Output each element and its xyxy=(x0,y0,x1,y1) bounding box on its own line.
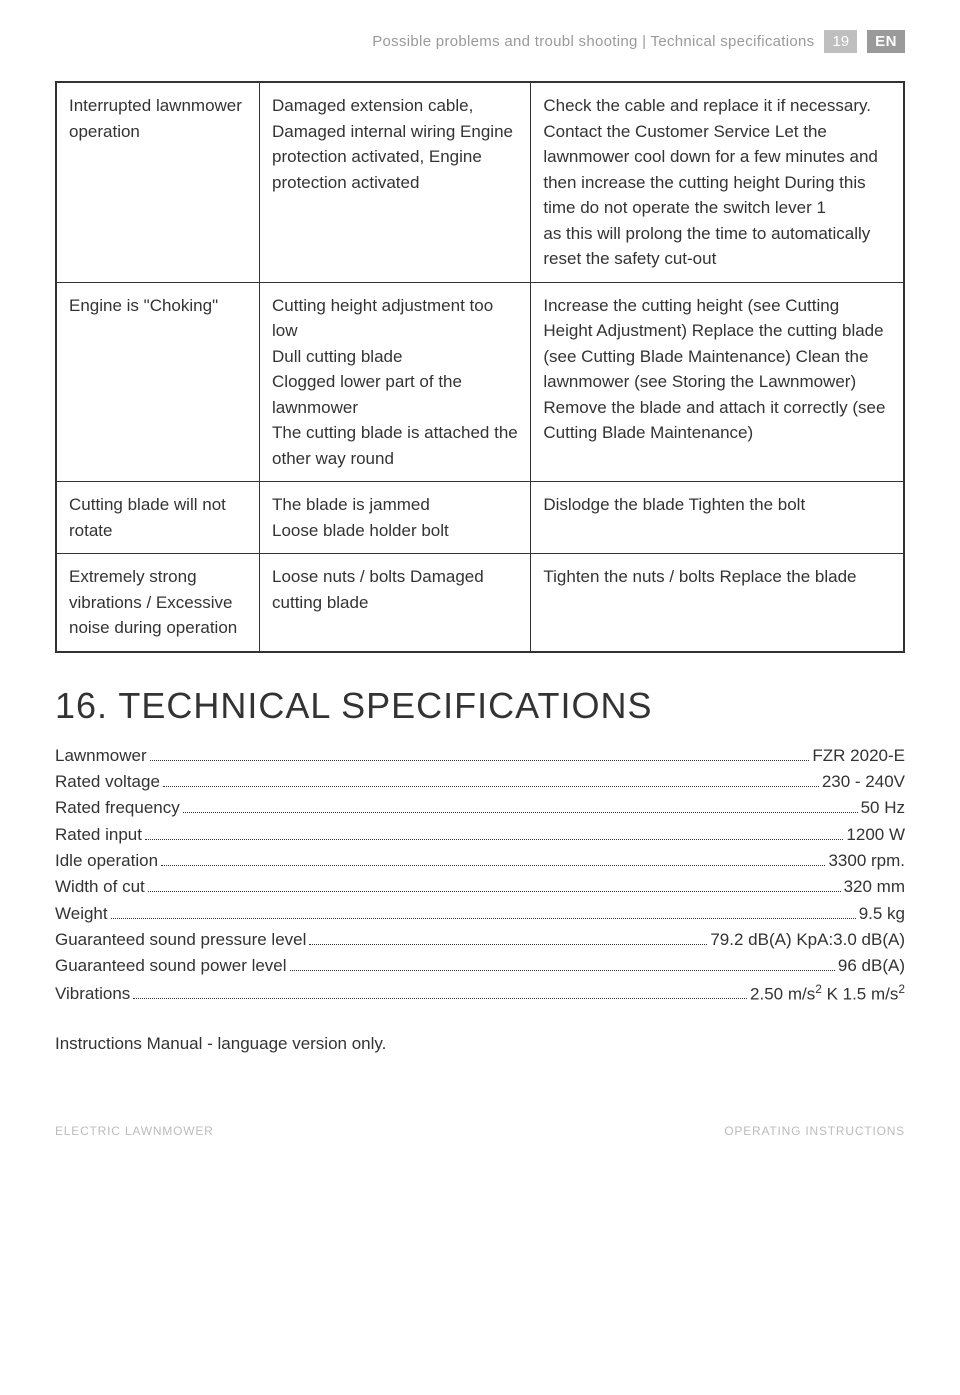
spec-row: Width of cut 320 mm xyxy=(55,874,905,900)
footer-right: OPERATING INSTRUCTIONS xyxy=(724,1124,905,1138)
spec-label: Weight xyxy=(55,901,108,927)
spec-value: 230 - 240V xyxy=(822,769,905,795)
spec-dots xyxy=(148,891,841,892)
spec-row: Guaranteed sound power level 96 dB(A) xyxy=(55,953,905,979)
spec-dots xyxy=(150,760,810,761)
spec-row: Rated frequency 50 Hz xyxy=(55,795,905,821)
spec-label: Width of cut xyxy=(55,874,145,900)
page-footer: ELECTRIC LAWNMOWER OPERATING INSTRUCTION… xyxy=(55,1124,905,1138)
spec-value: 79.2 dB(A) KpA:3.0 dB(A) xyxy=(710,927,905,953)
spec-label: Lawnmower xyxy=(55,743,147,769)
spec-value: 320 mm xyxy=(844,874,905,900)
spec-row: Rated input 1200 W xyxy=(55,822,905,848)
table-cell: Dislodge the blade Tighten the bolt xyxy=(531,482,904,554)
table-cell: Extremely strong vibrations / Excessive … xyxy=(56,554,260,652)
table-cell: Engine is "Choking" xyxy=(56,282,260,482)
page-number: 19 xyxy=(824,30,857,53)
spec-label: Rated voltage xyxy=(55,769,160,795)
table-cell: Damaged extension cable, Damaged interna… xyxy=(260,82,531,282)
table-cell: Check the cable and replace it if necess… xyxy=(531,82,904,282)
troubleshooting-table: Interrupted lawnmower operationDamaged e… xyxy=(55,81,905,653)
table-row: Extremely strong vibrations / Excessive … xyxy=(56,554,904,652)
manual-note: Instructions Manual - language version o… xyxy=(55,1034,905,1054)
spec-label: Guaranteed sound pressure level xyxy=(55,927,306,953)
table-cell: Interrupted lawnmower operation xyxy=(56,82,260,282)
table-cell: The blade is jammed Loose blade holder b… xyxy=(260,482,531,554)
spec-label: Rated frequency xyxy=(55,795,180,821)
spec-value: 2.50 m/s2 K 1.5 m/s2 xyxy=(750,980,905,1008)
footer-left: ELECTRIC LAWNMOWER xyxy=(55,1124,214,1138)
breadcrumb: Possible problems and troubl shooting | … xyxy=(372,33,814,50)
spec-label: Idle operation xyxy=(55,848,158,874)
specs-heading: 16. TECHNICAL SPECIFICATIONS xyxy=(55,685,905,727)
spec-row: Lawnmower FZR 2020-E xyxy=(55,743,905,769)
spec-dots xyxy=(163,786,819,787)
page-header: Possible problems and troubl shooting | … xyxy=(55,30,905,53)
table-cell: Loose nuts / bolts Damaged cutting blade xyxy=(260,554,531,652)
table-cell: Increase the cutting height (see Cutting… xyxy=(531,282,904,482)
spec-dots xyxy=(161,865,825,866)
spec-value: FZR 2020-E xyxy=(812,743,905,769)
table-row: Cutting blade will not rotateThe blade i… xyxy=(56,482,904,554)
spec-row: Guaranteed sound pressure level 79.2 dB(A… xyxy=(55,927,905,953)
spec-dots xyxy=(309,944,707,945)
table-cell: Tighten the nuts / bolts Replace the bla… xyxy=(531,554,904,652)
spec-row: Idle operation 3300 rpm. xyxy=(55,848,905,874)
language-badge: EN xyxy=(867,30,905,53)
table-cell: Cutting blade will not rotate xyxy=(56,482,260,554)
spec-dots xyxy=(290,970,835,971)
spec-label: Rated input xyxy=(55,822,142,848)
spec-dots xyxy=(111,918,856,919)
spec-label: Guaranteed sound power level xyxy=(55,953,287,979)
spec-value: 50 Hz xyxy=(861,795,905,821)
spec-row: Vibrations 2.50 m/s2 K 1.5 m/s2 xyxy=(55,980,905,1008)
spec-value: 1200 W xyxy=(846,822,905,848)
spec-row: Rated voltage 230 - 240V xyxy=(55,769,905,795)
spec-dots xyxy=(133,998,747,999)
spec-value: 96 dB(A) xyxy=(838,953,905,979)
spec-dots xyxy=(145,839,843,840)
spec-value: 3300 rpm. xyxy=(828,848,905,874)
spec-label: Vibrations xyxy=(55,981,130,1007)
spec-row: Weight 9.5 kg xyxy=(55,901,905,927)
table-row: Engine is "Choking"Cutting height adjust… xyxy=(56,282,904,482)
spec-dots xyxy=(183,812,858,813)
specs-list: Lawnmower FZR 2020-ERated voltage230 - 2… xyxy=(55,743,905,1008)
table-row: Interrupted lawnmower operationDamaged e… xyxy=(56,82,904,282)
spec-value: 9.5 kg xyxy=(859,901,905,927)
table-cell: Cutting height adjustment too low Dull c… xyxy=(260,282,531,482)
